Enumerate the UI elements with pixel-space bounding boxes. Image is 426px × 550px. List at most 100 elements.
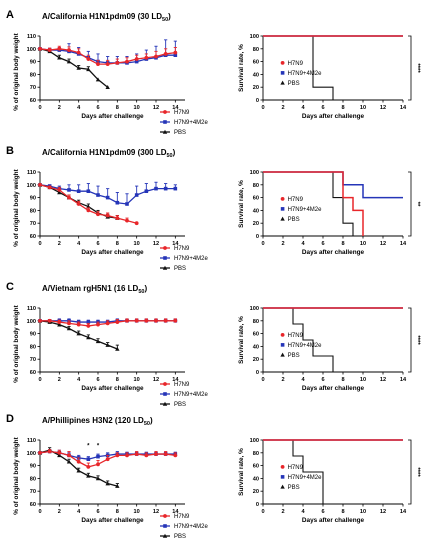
legend-label: PBS bbox=[288, 81, 300, 87]
data-point bbox=[38, 46, 42, 51]
series-pbs bbox=[37, 46, 110, 89]
x-tick-label: 14 bbox=[400, 377, 407, 383]
data-point bbox=[96, 193, 100, 197]
data-point bbox=[96, 454, 100, 459]
weight-legend: H7N9 H7N9+4M2e PBS bbox=[160, 110, 209, 136]
data-point bbox=[76, 50, 81, 55]
panel-title-subscript: 50 bbox=[162, 17, 168, 23]
y-tick-label: 20 bbox=[253, 489, 259, 495]
y-tick-label: 90 bbox=[30, 60, 36, 66]
x-tick-label: 14 bbox=[400, 241, 407, 247]
legend-marker bbox=[280, 71, 285, 75]
panel-title-subscript: 50 bbox=[166, 153, 172, 159]
legend-label: PBS bbox=[174, 402, 186, 408]
x-tick-label: 4 bbox=[77, 105, 81, 111]
survival-series-pbs bbox=[263, 35, 334, 100]
survival-series-pbs bbox=[263, 171, 354, 236]
data-point bbox=[115, 216, 120, 220]
significance-bracket bbox=[408, 307, 412, 373]
x-axis-label: Days after challenge bbox=[81, 249, 144, 256]
y-tick-label: 20 bbox=[253, 357, 259, 363]
data-point bbox=[76, 65, 81, 70]
x-tick-label: 0 bbox=[261, 377, 264, 383]
x-tick-label: 10 bbox=[134, 377, 140, 383]
x-tick-label: 2 bbox=[58, 105, 61, 111]
data-point bbox=[76, 331, 81, 336]
x-tick-label: 6 bbox=[321, 509, 324, 515]
series-pbs bbox=[37, 318, 120, 351]
data-point bbox=[154, 186, 158, 191]
y-axis-label: % of original body weight bbox=[13, 436, 20, 514]
legend-label: PBS bbox=[174, 130, 186, 136]
x-tick-label: 4 bbox=[301, 377, 305, 383]
significance-label: **** bbox=[414, 467, 420, 477]
data-point bbox=[86, 473, 91, 478]
y-axis-label: Survival rate, % bbox=[238, 180, 245, 228]
x-tick-label: 0 bbox=[38, 241, 41, 247]
data-point bbox=[154, 452, 158, 456]
data-point bbox=[134, 59, 139, 64]
survival-step-line bbox=[263, 439, 324, 504]
x-tick-label: 12 bbox=[153, 241, 159, 247]
x-tick-label: 14 bbox=[172, 377, 179, 383]
legend-label: H7N9 bbox=[288, 465, 304, 471]
x-tick-label: 4 bbox=[301, 105, 305, 111]
legend-label: H7N9+4M2e bbox=[288, 475, 323, 481]
x-tick-label: 2 bbox=[58, 509, 61, 515]
data-point bbox=[144, 318, 149, 323]
data-point bbox=[115, 453, 120, 458]
y-tick-label: 60 bbox=[253, 464, 259, 470]
y-tick-label: 60 bbox=[253, 332, 259, 338]
data-point bbox=[76, 459, 81, 464]
data-point bbox=[86, 208, 91, 213]
y-axis-label: % of original body weight bbox=[13, 304, 20, 382]
data-point bbox=[96, 212, 100, 217]
data-point bbox=[67, 48, 71, 52]
x-tick-label: 12 bbox=[380, 377, 386, 383]
y-axis-label: % of original body weight bbox=[13, 32, 20, 110]
data-point bbox=[134, 318, 139, 323]
x-tick-label: 0 bbox=[261, 241, 264, 247]
y-tick-label: 110 bbox=[27, 438, 36, 444]
data-point bbox=[163, 318, 168, 323]
data-point bbox=[105, 342, 110, 347]
data-point bbox=[115, 320, 120, 324]
y-tick-label: 40 bbox=[253, 344, 259, 350]
x-tick-label: 8 bbox=[341, 377, 344, 383]
significance-label: **** bbox=[414, 63, 420, 73]
legend-marker bbox=[163, 120, 167, 124]
x-tick-label: 12 bbox=[380, 509, 386, 515]
weight-chart: 60 70 80 90 100 110 0 2 4 6 8 10 12 14 Days after chal… bbox=[13, 32, 209, 136]
y-tick-label: 80 bbox=[30, 344, 36, 350]
survival-chart: 0 20 40 60 80 100 0 2 4 6 8 10 12 14 Days after challe… bbox=[238, 306, 420, 392]
data-point bbox=[76, 202, 81, 206]
x-tick-label: 2 bbox=[281, 377, 284, 383]
y-tick-label: 70 bbox=[30, 489, 36, 495]
data-point bbox=[76, 468, 81, 473]
panel-title: A/California H1N1pdm09 (300 LD50) bbox=[42, 148, 176, 159]
legend-marker bbox=[280, 332, 285, 337]
panel-letter: A bbox=[6, 9, 14, 21]
data-point bbox=[163, 186, 168, 191]
panel-row-b: B A/California H1N1pdm09 (300 LD50)607080… bbox=[6, 145, 420, 272]
panel-title-main: A/California H1N1pdm09 (300 LD bbox=[42, 148, 167, 157]
data-point bbox=[57, 453, 62, 458]
survival-legend: H7N9 H7N9+4M2e PBS bbox=[280, 332, 322, 359]
legend-label: H7N9 bbox=[174, 382, 190, 388]
data-point bbox=[86, 464, 91, 469]
y-tick-label: 90 bbox=[30, 464, 36, 470]
x-tick-label: 4 bbox=[77, 377, 81, 383]
legend-marker bbox=[280, 207, 285, 211]
x-axis-label: Days after challenge bbox=[302, 385, 365, 392]
legend-label: H7N9 bbox=[174, 514, 190, 520]
data-point bbox=[86, 324, 91, 328]
data-point bbox=[134, 452, 139, 456]
legend-marker bbox=[280, 216, 285, 221]
data-point bbox=[86, 57, 91, 61]
data-point bbox=[86, 189, 91, 193]
x-tick-label: 8 bbox=[341, 509, 344, 515]
x-tick-label: 10 bbox=[360, 377, 366, 383]
legend-marker bbox=[163, 246, 167, 250]
survival-legend: H7N9 H7N9+4M2e PBS bbox=[280, 196, 322, 223]
y-tick-label: 80 bbox=[30, 72, 36, 78]
